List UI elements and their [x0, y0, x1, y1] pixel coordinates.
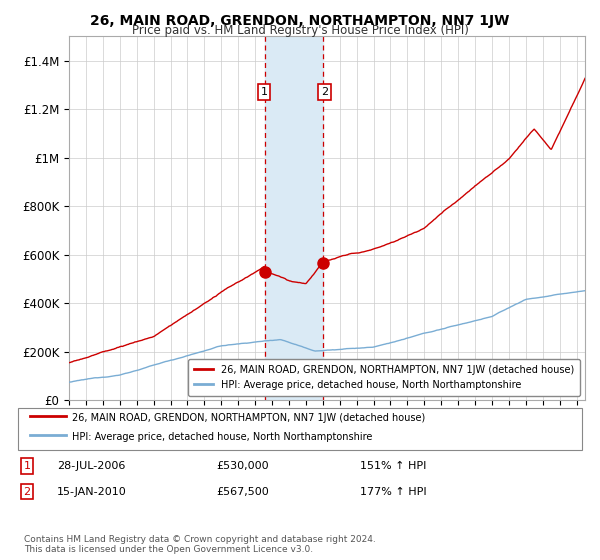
Text: HPI: Average price, detached house, North Northamptonshire: HPI: Average price, detached house, Nort… — [72, 432, 373, 442]
Text: 26, MAIN ROAD, GRENDON, NORTHAMPTON, NN7 1JW (detached house): 26, MAIN ROAD, GRENDON, NORTHAMPTON, NN7… — [72, 413, 425, 423]
Text: 151% ↑ HPI: 151% ↑ HPI — [360, 461, 427, 471]
Text: 177% ↑ HPI: 177% ↑ HPI — [360, 487, 427, 497]
Text: Price paid vs. HM Land Registry's House Price Index (HPI): Price paid vs. HM Land Registry's House … — [131, 24, 469, 37]
Legend: 26, MAIN ROAD, GRENDON, NORTHAMPTON, NN7 1JW (detached house), HPI: Average pric: 26, MAIN ROAD, GRENDON, NORTHAMPTON, NN7… — [188, 359, 580, 395]
Text: Contains HM Land Registry data © Crown copyright and database right 2024.
This d: Contains HM Land Registry data © Crown c… — [24, 535, 376, 554]
Text: 15-JAN-2010: 15-JAN-2010 — [57, 487, 127, 497]
Bar — [265, 36, 323, 400]
Text: HPI: Average price, detached house, North Northamptonshire: HPI: Average price, detached house, Nort… — [72, 432, 373, 442]
Text: 2: 2 — [320, 87, 328, 97]
Text: 28-JUL-2006: 28-JUL-2006 — [57, 461, 125, 471]
Text: 26, MAIN ROAD, GRENDON, NORTHAMPTON, NN7 1JW: 26, MAIN ROAD, GRENDON, NORTHAMPTON, NN7… — [91, 14, 509, 28]
Text: 1: 1 — [23, 461, 31, 471]
Text: 26, MAIN ROAD, GRENDON, NORTHAMPTON, NN7 1JW (detached house): 26, MAIN ROAD, GRENDON, NORTHAMPTON, NN7… — [72, 413, 425, 423]
Text: 2: 2 — [23, 487, 31, 497]
Text: £530,000: £530,000 — [216, 461, 269, 471]
Text: 1: 1 — [260, 87, 268, 97]
Text: £567,500: £567,500 — [216, 487, 269, 497]
